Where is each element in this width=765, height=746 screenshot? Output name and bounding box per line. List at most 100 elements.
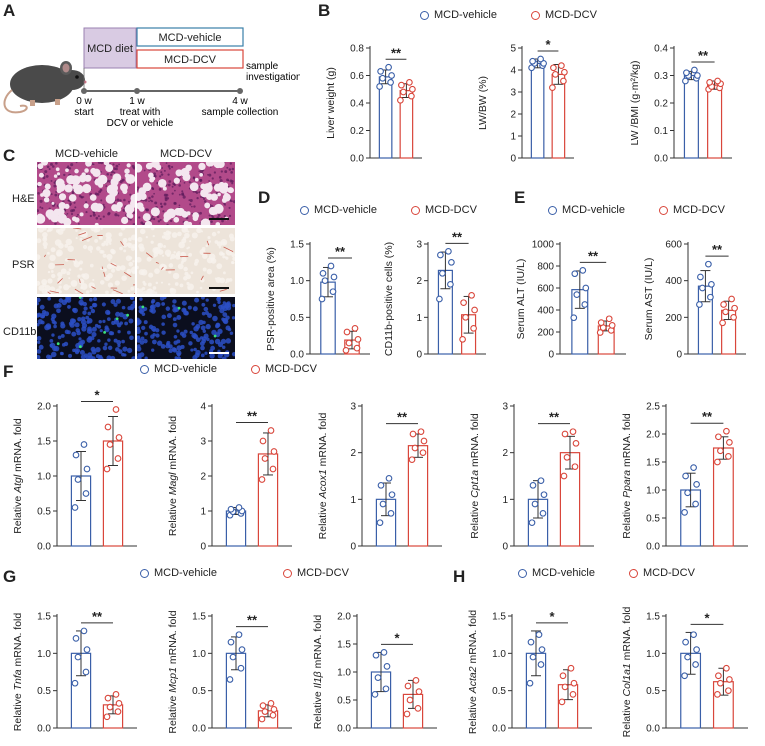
data-point bbox=[406, 79, 413, 86]
data-point bbox=[387, 509, 395, 517]
data-point bbox=[714, 691, 721, 698]
data-point bbox=[559, 672, 567, 680]
y-axis-label: Relative Mcp1 mRNA. fold bbox=[167, 610, 179, 733]
data-point bbox=[388, 491, 396, 499]
data-point bbox=[448, 258, 455, 266]
data-point bbox=[82, 668, 90, 676]
micro-row-he: H&E bbox=[12, 193, 35, 205]
data-point bbox=[569, 691, 577, 698]
chart-serum-ast: 0 200 400 600 Serum AST (IU/L) ** bbox=[643, 240, 746, 361]
y-tick-label: 3 bbox=[416, 240, 422, 251]
y-tick-label: 0.4 bbox=[654, 44, 668, 55]
data-point bbox=[684, 653, 691, 661]
data-point bbox=[106, 703, 114, 711]
data-point bbox=[717, 447, 724, 455]
data-point bbox=[387, 79, 394, 86]
data-point bbox=[406, 696, 414, 704]
data-point bbox=[597, 319, 605, 326]
y-tick-label: 2 bbox=[416, 276, 422, 287]
data-point bbox=[699, 284, 706, 292]
data-point bbox=[420, 437, 428, 445]
significance-mark: ** bbox=[247, 613, 258, 628]
micrograph-he-dcv bbox=[137, 162, 235, 225]
y-axis-label: Liver weight (g) bbox=[325, 67, 337, 139]
y-tick-label: 200 bbox=[537, 328, 554, 339]
micro-col-vehicle: MCD-vehicle bbox=[55, 148, 118, 160]
y-tick-label: 1000 bbox=[532, 240, 555, 251]
diet-label: MCD diet bbox=[87, 43, 133, 55]
data-point bbox=[692, 500, 699, 508]
mouse-icon bbox=[3, 61, 87, 114]
y-tick-label: 0 bbox=[502, 542, 508, 553]
data-point bbox=[112, 691, 120, 698]
y-tick-label: 0.5 bbox=[337, 696, 351, 707]
data-point bbox=[692, 661, 699, 668]
legend-f: MCD-vehicle MCD-DCV bbox=[140, 363, 345, 375]
data-point bbox=[371, 691, 379, 698]
y-tick-label: 1.5 bbox=[290, 240, 304, 251]
micro-row-cd11b: CD11b bbox=[3, 326, 37, 338]
data-point bbox=[529, 653, 537, 661]
significance-mark: ** bbox=[712, 242, 723, 257]
significance-mark: * bbox=[545, 37, 551, 52]
data-point bbox=[682, 472, 689, 480]
dcv-box bbox=[136, 49, 244, 69]
micrograph-cd11b-dcv bbox=[137, 297, 235, 359]
data-point bbox=[345, 339, 353, 347]
legend-g: MCD-vehicle MCD-DCV bbox=[140, 567, 377, 579]
data-point bbox=[388, 72, 395, 79]
chart-lw-bmi: 0.0 0.1 0.2 0.3 0.4 LW /BMI (g·m²/kg) ** bbox=[629, 44, 732, 165]
y-tick-label: 0 bbox=[350, 542, 356, 553]
data-point bbox=[468, 291, 475, 299]
chart-col1a1: 0.0 0.5 1.0 1.5 Relative Col1a1 mRNA. fold * bbox=[621, 606, 748, 737]
data-point bbox=[681, 672, 688, 680]
data-point bbox=[319, 269, 327, 277]
data-point bbox=[705, 260, 712, 268]
chart-magl: 0 1 2 3 4 Relative Magl mRNA. fold ** bbox=[167, 402, 292, 553]
y-tick-label: 1.0 bbox=[492, 649, 506, 660]
panel-label-c: C bbox=[3, 146, 16, 165]
end-label: sample investigation bbox=[246, 61, 300, 83]
tick-1w-time: 1 w bbox=[129, 96, 145, 107]
data-point bbox=[690, 464, 697, 471]
data-point bbox=[539, 509, 547, 517]
y-tick-label: 1 bbox=[510, 132, 516, 143]
data-point bbox=[115, 434, 123, 441]
y-tick-label: 800 bbox=[537, 262, 554, 273]
data-point bbox=[382, 685, 390, 693]
data-point bbox=[226, 676, 234, 683]
data-point bbox=[115, 700, 123, 707]
y-tick-label: 3 bbox=[350, 402, 356, 413]
data-point bbox=[408, 92, 415, 100]
data-point bbox=[715, 433, 722, 441]
y-tick-label: 0.0 bbox=[646, 724, 660, 735]
data-point bbox=[404, 682, 412, 690]
data-point bbox=[550, 64, 557, 72]
data-point bbox=[561, 68, 568, 76]
chart-cpt1a: 0 1 2 3 Relative Cpt1a mRNA. fold ** bbox=[469, 402, 594, 553]
tick-4w-desc: sample collection bbox=[202, 107, 279, 118]
y-tick-label: 200 bbox=[665, 313, 682, 324]
y-tick-label: 1.5 bbox=[37, 437, 51, 448]
y-tick-label: 1.0 bbox=[337, 668, 351, 679]
y-tick-label: 2 bbox=[200, 472, 206, 483]
data-point bbox=[72, 635, 80, 642]
y-tick-label: 1.0 bbox=[192, 649, 206, 660]
data-point bbox=[526, 679, 534, 687]
tick-1w bbox=[134, 88, 140, 94]
legend-h-vehicle: MCD-vehicle bbox=[532, 567, 595, 579]
data-point bbox=[379, 74, 386, 82]
data-point bbox=[398, 81, 405, 89]
y-tick-label: 1.5 bbox=[646, 458, 660, 469]
data-point bbox=[529, 481, 537, 489]
data-point bbox=[552, 71, 559, 78]
legend-b-vehicle: MCD-vehicle bbox=[434, 9, 497, 21]
tick-0w-time: 0 w bbox=[76, 96, 92, 107]
data-point bbox=[728, 295, 735, 303]
data-point bbox=[714, 458, 721, 466]
data-point bbox=[570, 314, 578, 322]
y-tick-label: 0 bbox=[676, 350, 682, 361]
y-tick-label: 0.5 bbox=[37, 507, 51, 518]
data-point bbox=[708, 280, 715, 288]
y-tick-label: 1.0 bbox=[646, 486, 660, 497]
